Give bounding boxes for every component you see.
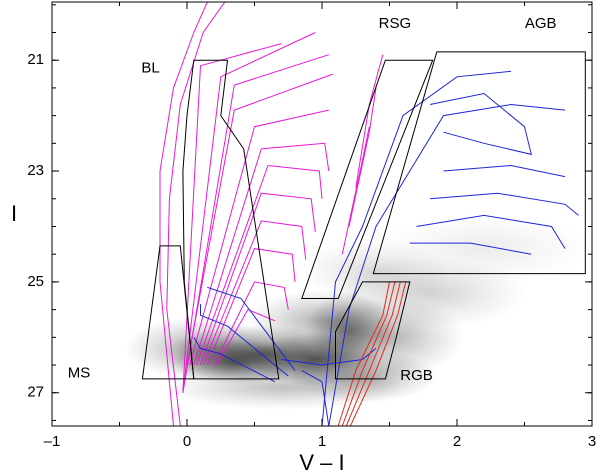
region-label-bl: BL	[141, 59, 159, 76]
isochrone-track	[348, 87, 377, 227]
isochrone-track	[443, 164, 566, 178]
region-label-ms: MS	[68, 364, 91, 381]
isochrone-track	[345, 281, 401, 426]
isochrone-track	[429, 192, 579, 216]
isochrone-track	[182, 43, 282, 393]
isochrone-track	[196, 164, 323, 366]
x-axis: –1 0 1 2 3	[44, 2, 596, 450]
isochrone-track	[193, 142, 330, 366]
isochrone-track	[159, 2, 208, 426]
region-boxes: BL MS RSG AGB RGB	[68, 15, 586, 384]
isochrone-track	[281, 348, 377, 366]
y-tick-label: 27	[27, 384, 44, 401]
isochrone-track	[216, 308, 275, 366]
evolutionary-tracks	[159, 2, 579, 426]
x-tick-label: 3	[588, 433, 596, 450]
y-tick-label: 23	[27, 162, 44, 179]
isochrone-track	[416, 214, 566, 249]
region-label-rgb: RGB	[400, 367, 433, 384]
isochrone-track	[355, 54, 384, 188]
isochrone-track	[341, 281, 396, 426]
x-axis-label: V – I	[299, 450, 344, 474]
isochrone-track	[206, 248, 296, 366]
isochrone-track	[207, 286, 296, 371]
y-axis: 21 23 25 27	[27, 4, 592, 421]
isochrone-track	[429, 92, 532, 156]
region-box-agb	[372, 51, 586, 275]
isochrone-track	[213, 281, 289, 366]
region-box-bl	[182, 59, 280, 380]
isochrone-track	[341, 126, 370, 255]
isochrone-track	[301, 370, 330, 426]
region-label-rsg: RSG	[379, 15, 412, 32]
isochrone-track	[349, 281, 407, 426]
isochrone-track	[189, 109, 329, 366]
region-box-rsg	[301, 59, 434, 299]
isochrone-track	[337, 281, 390, 426]
density-blob	[286, 349, 439, 403]
region-label-agb: AGB	[525, 15, 557, 32]
isochrone-track	[182, 54, 329, 393]
isochrone-track	[182, 32, 316, 393]
isochrone-track	[328, 103, 566, 426]
isochrone-track	[200, 192, 316, 366]
isochrone-track	[409, 242, 532, 255]
region-box-rgb	[335, 281, 411, 380]
isochrone-track	[321, 70, 512, 426]
x-tick-label: –1	[44, 433, 61, 450]
x-tick-label: 1	[318, 433, 326, 450]
density-blob	[376, 213, 592, 285]
y-axis-label: I	[11, 201, 17, 226]
y-tick-label: 21	[27, 51, 44, 68]
x-tick-label: 2	[453, 433, 461, 450]
isochrone-track	[200, 304, 289, 377]
isochrone-track	[193, 337, 276, 383]
y-tick-label: 25	[27, 273, 44, 290]
x-tick-label: 0	[183, 433, 191, 450]
region-box-ms	[141, 245, 195, 380]
isochrone-track	[186, 73, 333, 366]
isochrone-track	[166, 2, 226, 426]
density-map	[124, 213, 592, 410]
isochrone-track	[202, 220, 307, 366]
